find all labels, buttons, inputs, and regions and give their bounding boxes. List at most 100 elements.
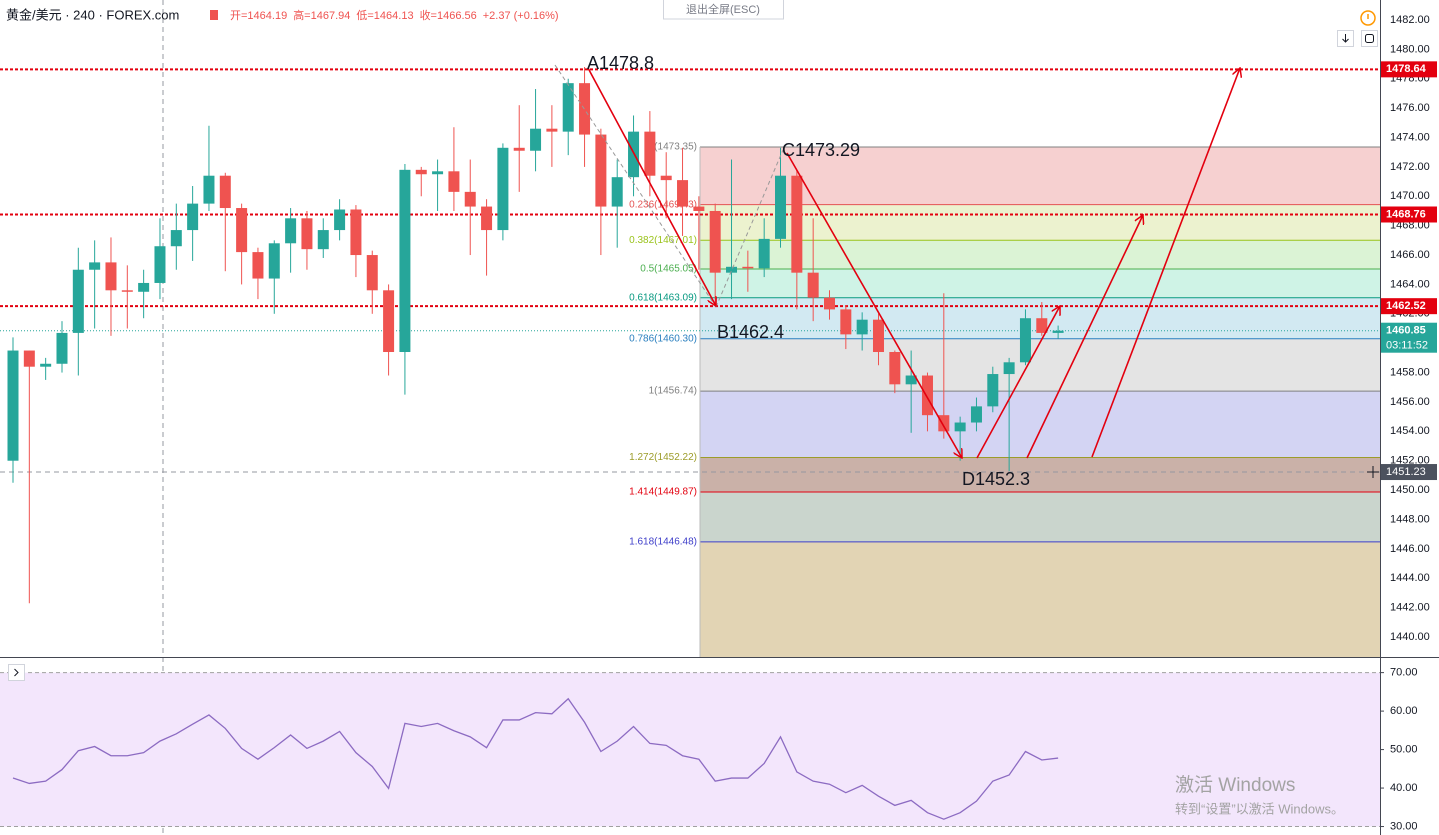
candle-body: [481, 206, 493, 231]
candle-body: [56, 332, 68, 364]
candle-body: [432, 171, 444, 175]
candle-body: [497, 147, 509, 231]
candle-body: [170, 230, 182, 247]
y-tick-label: 1448.00: [1390, 513, 1430, 525]
candle-body: [203, 175, 215, 204]
price-badge: [1380, 61, 1437, 78]
candle-body: [840, 309, 852, 335]
candle-body: [301, 218, 313, 250]
fib-label: 0.382(1467.01): [629, 235, 697, 246]
candle-body: [660, 175, 672, 181]
candle-body: [807, 272, 819, 298]
ohlc-value: +2.37 (+0.16%): [483, 10, 559, 22]
alert-icon[interactable]: [1360, 10, 1376, 26]
last-price-label: 1460.85: [1386, 325, 1426, 337]
candle-body: [709, 210, 721, 273]
ohlc-value: 收=1466.56: [420, 8, 477, 22]
point-label: C1473.29: [782, 140, 860, 160]
candle-body: [187, 203, 199, 231]
point-label: A1478.8: [587, 53, 654, 73]
candle-body: [856, 319, 868, 335]
price-badge-label: 1462.52: [1386, 300, 1426, 312]
exit-fullscreen-button[interactable]: [663, 0, 784, 20]
candle-body: [399, 169, 411, 353]
rsi-tick-label: 70.00: [1390, 667, 1418, 679]
fib-label: 0.786(1460.30): [629, 333, 697, 344]
candle-body: [138, 282, 150, 292]
fib-label: 1.618(1446.48): [629, 536, 697, 547]
candle-body: [350, 209, 362, 256]
y-tick-label: 1482.00: [1390, 14, 1430, 26]
fib-label: 1(1456.74): [649, 386, 697, 397]
rsi-tick-label: 30.00: [1390, 820, 1418, 832]
fib-zone: [700, 492, 1380, 542]
y-tick-label: 1466.00: [1390, 249, 1430, 261]
candle-body: [252, 252, 264, 279]
fib-zone: [700, 541, 1380, 657]
arrow: [786, 152, 962, 458]
y-tick-label: 1446.00: [1390, 543, 1430, 555]
candle-body: [121, 290, 133, 292]
price-badge-label: 1478.64: [1386, 63, 1427, 75]
candle-body: [726, 266, 738, 273]
candle-body: [970, 406, 982, 423]
point-label: B1462.4: [717, 322, 784, 342]
candle-body: [791, 175, 803, 273]
rsi-line: [12, 697, 1059, 820]
symbol-title: 黄金/美元 · 240 · FOREX.com: [6, 7, 179, 22]
arrow: [1091, 68, 1240, 458]
candle-body: [562, 83, 574, 132]
y-tick-label: 1468.00: [1390, 220, 1430, 232]
candle-body: [513, 147, 525, 151]
candle-body: [285, 218, 297, 244]
crosshair-plus: [1367, 466, 1379, 479]
arrow: [1026, 215, 1143, 459]
maximize-button[interactable]: [1361, 30, 1378, 47]
fib-label: 0.618(1463.09): [629, 292, 697, 303]
y-tick-label: 1454.00: [1390, 425, 1430, 437]
fib-label: 1.414(1449.87): [629, 487, 697, 498]
candle-body: [611, 177, 623, 207]
candle-body: [89, 262, 101, 270]
candle-body: [628, 131, 640, 178]
countdown-label: 03:11:52: [1386, 340, 1428, 352]
expand-icon: [14, 668, 19, 677]
crosshair-badge: [1380, 464, 1437, 481]
candle-body: [677, 180, 689, 207]
scroll-icon: [1342, 34, 1349, 43]
ohlc-legend: 开=1464.19 高=1467.94 低=1464.13 收=1466.56 +2.3…: [230, 8, 559, 22]
candle-body: [824, 297, 835, 310]
exit-fullscreen-label[interactable]: 退出全屏(ESC): [686, 2, 760, 16]
candle-body: [987, 374, 999, 407]
candle-body: [921, 375, 933, 416]
candle-body: [1003, 362, 1015, 375]
expand-pane-button[interactable]: [8, 664, 25, 681]
candle-body: [905, 375, 917, 385]
watermark-subtitle: 转到“设置”以激活 Windows。: [1175, 801, 1344, 816]
fib-label: 0.236(1469.43): [629, 199, 697, 210]
y-tick-label: 1440.00: [1390, 631, 1430, 643]
arrow: [587, 67, 716, 306]
fib-zone: [700, 147, 1380, 205]
candle-body: [595, 134, 607, 207]
candle-body: [317, 230, 329, 250]
watermark-title: 激活 Windows: [1175, 774, 1295, 796]
ohlc-value: 高=1467.94: [293, 8, 350, 22]
flag-icon: [210, 10, 218, 20]
rsi-band: [0, 672, 1380, 827]
arrow: [976, 306, 1060, 459]
pattern-leg: [554, 64, 717, 308]
rsi-tick-label: 60.00: [1390, 705, 1418, 717]
candle-body: [758, 238, 770, 269]
candle-body: [448, 171, 460, 192]
candle-body: [644, 131, 656, 176]
candle-body: [889, 352, 901, 385]
candle-body: [1052, 330, 1064, 333]
crosshair-label: 1451.23: [1386, 466, 1426, 478]
y-tick-label: 1476.00: [1390, 102, 1430, 114]
drawings: A1478.8 B1462.4 C1473.29 D1452.3: [554, 53, 1240, 489]
ohlc-value: 开=1464.19: [230, 10, 287, 22]
fib-label: 0.5(1465.05): [640, 264, 697, 275]
candle-body: [415, 169, 427, 175]
